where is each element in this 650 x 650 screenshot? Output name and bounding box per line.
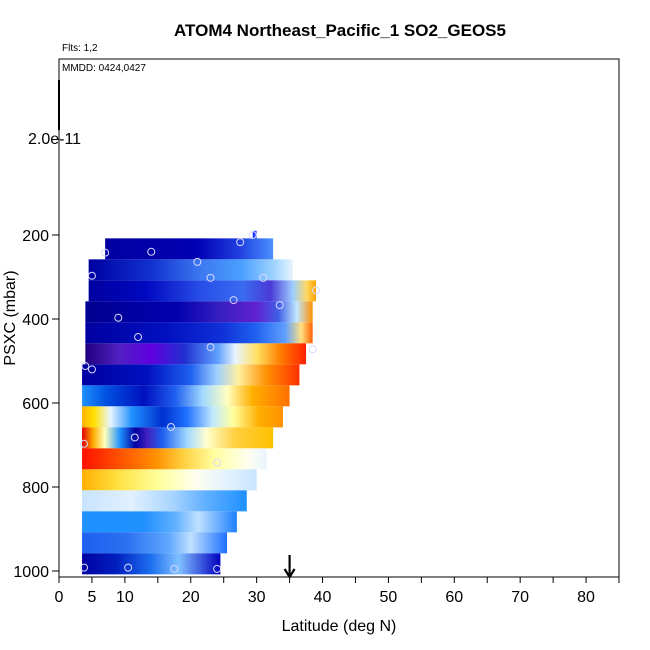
x-tick-label: 30 [248,589,266,606]
heatmap-band [85,343,307,365]
observation-markers [80,231,320,573]
observation-marker [275,301,284,310]
observation-marker [248,231,257,239]
observation-marker [311,286,320,295]
plot-frame [58,58,620,578]
colorbar-max-label: 2.0e-11 [28,131,81,148]
heatmap-band [82,490,247,512]
x-tick-label: 50 [380,589,398,606]
heatmap-band [82,427,274,449]
observation-marker [80,563,89,572]
observation-marker [124,563,133,572]
x-axis-label: Latitude (deg N) [282,618,397,635]
x-tick-label: 70 [511,589,529,606]
observation-marker [114,313,123,322]
observation-marker [81,362,90,371]
heatmap-band [82,511,237,533]
heatmap-band [82,406,283,428]
heatmap-band [252,230,257,239]
x-tick-label: 5 [87,589,96,606]
y-tick-label: 200 [22,228,49,245]
observation-marker [236,238,245,247]
x-tick-label: 10 [116,589,134,606]
x-tick-label: 40 [314,589,332,606]
heatmap-band [88,280,316,302]
heatmap-band [105,238,274,260]
observation-marker [101,248,110,257]
observation-marker [206,273,215,282]
x-tick-label: 60 [445,589,463,606]
observation-marker [259,273,268,282]
observation-marker [167,422,175,431]
heatmap-band [82,448,267,470]
observation-marker [80,439,89,448]
heatmap-band [88,259,293,281]
chart-title: ATOM4 Northeast_Pacific_1 SO2_GEOS5 [174,21,506,40]
observation-marker [170,564,179,573]
observation-marker [87,365,96,374]
heatmap-band [82,385,290,407]
flights-label: Flts: 1,2 [62,43,98,54]
y-axis-label: PSXC (mbar) [2,270,19,365]
latitude-arrow [283,555,296,580]
heatmap-band [82,532,227,554]
observation-marker [87,271,96,280]
heatmap-band [82,469,257,491]
x-tick-label: 80 [577,589,595,606]
observation-marker [147,247,156,256]
observation-marker [193,257,202,266]
observation-marker [213,564,222,573]
observation-marker [308,345,317,354]
y-tick-label: 600 [22,396,49,413]
observation-marker [213,458,222,467]
heatmap-band [85,301,313,323]
y-tick-label: 400 [22,312,49,329]
heatmap-band [82,553,221,575]
heatmap-band [85,322,313,344]
x-axis: 0 5 10 20 30 40 50 60 70 80 [55,577,620,606]
heatmap-bands [82,230,316,575]
observation-marker [229,296,238,305]
arrow-head [283,568,296,580]
y-tick-label: 1000 [13,564,49,581]
y-axis: 200 400 600 800 1000 [13,228,59,581]
observation-marker [206,343,215,352]
y-tick-label: 800 [22,480,49,497]
x-tick-label: 0 [55,589,64,606]
observation-marker [130,433,139,442]
observation-marker [134,333,143,342]
heatmap-band [82,364,300,386]
dates-label: MMDD: 0424,0427 [62,63,146,74]
x-tick-label: 20 [182,589,200,606]
